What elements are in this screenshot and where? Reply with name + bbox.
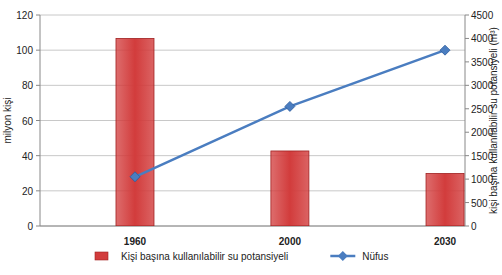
tick xyxy=(465,155,469,156)
chart: 0204060801001200500100015002000250030003… xyxy=(0,0,502,275)
bar xyxy=(271,151,309,226)
y-axis-title: milyon kişi xyxy=(2,97,13,143)
line xyxy=(135,50,445,177)
y-tick-label: 120 xyxy=(16,10,33,21)
y2-tick-label: 4500 xyxy=(471,10,494,21)
legend-swatch xyxy=(95,252,108,260)
grid-line xyxy=(40,50,465,51)
tick xyxy=(36,85,40,86)
y-tick-label: 80 xyxy=(22,80,34,91)
bar xyxy=(116,38,154,226)
marker xyxy=(130,172,140,182)
tick xyxy=(465,61,469,62)
grid-line xyxy=(40,120,465,121)
tick xyxy=(36,190,40,191)
y-tick-label: 20 xyxy=(22,186,34,197)
tick xyxy=(36,226,40,227)
tick xyxy=(36,155,40,156)
tick xyxy=(36,120,40,121)
tick xyxy=(36,50,40,51)
legend-label: Nüfus xyxy=(362,251,388,262)
marker xyxy=(440,45,450,55)
plot-area xyxy=(116,38,464,226)
x-tick-label: 1960 xyxy=(124,236,147,247)
bar xyxy=(426,173,464,226)
y-tick-label: 60 xyxy=(22,116,34,127)
grid-line xyxy=(40,155,465,156)
y2-axis-title: kişi başına kullanılabilir su potansiyel… xyxy=(488,27,499,214)
x-axis xyxy=(40,226,465,227)
x-tick-label: 2030 xyxy=(434,236,457,247)
y2-tick-label: 500 xyxy=(471,198,488,209)
grid-line xyxy=(40,85,465,86)
grid-line xyxy=(40,15,465,16)
tick xyxy=(465,202,469,203)
tick xyxy=(465,85,469,86)
grid-line xyxy=(40,226,465,227)
y-tick-label: 100 xyxy=(16,45,33,56)
tick xyxy=(465,38,469,39)
legend-label: Kişi başına kullanılabilir su potansiyel… xyxy=(121,251,288,262)
tick xyxy=(465,226,469,227)
legend: Kişi başına kullanılabilir su potansiyel… xyxy=(95,251,388,262)
y-tick-label: 0 xyxy=(27,221,33,232)
tick xyxy=(465,132,469,133)
x-tick-label: 2000 xyxy=(279,236,302,247)
marker xyxy=(285,101,295,111)
y2-tick-label: 0 xyxy=(471,221,477,232)
tick xyxy=(465,15,469,16)
tick xyxy=(465,108,469,109)
y-axis xyxy=(40,15,41,226)
tick xyxy=(36,15,40,16)
y-tick-label: 40 xyxy=(22,151,34,162)
tick xyxy=(465,179,469,180)
legend-marker xyxy=(338,251,348,261)
y2-axis xyxy=(465,15,466,226)
grid-line xyxy=(40,190,465,191)
